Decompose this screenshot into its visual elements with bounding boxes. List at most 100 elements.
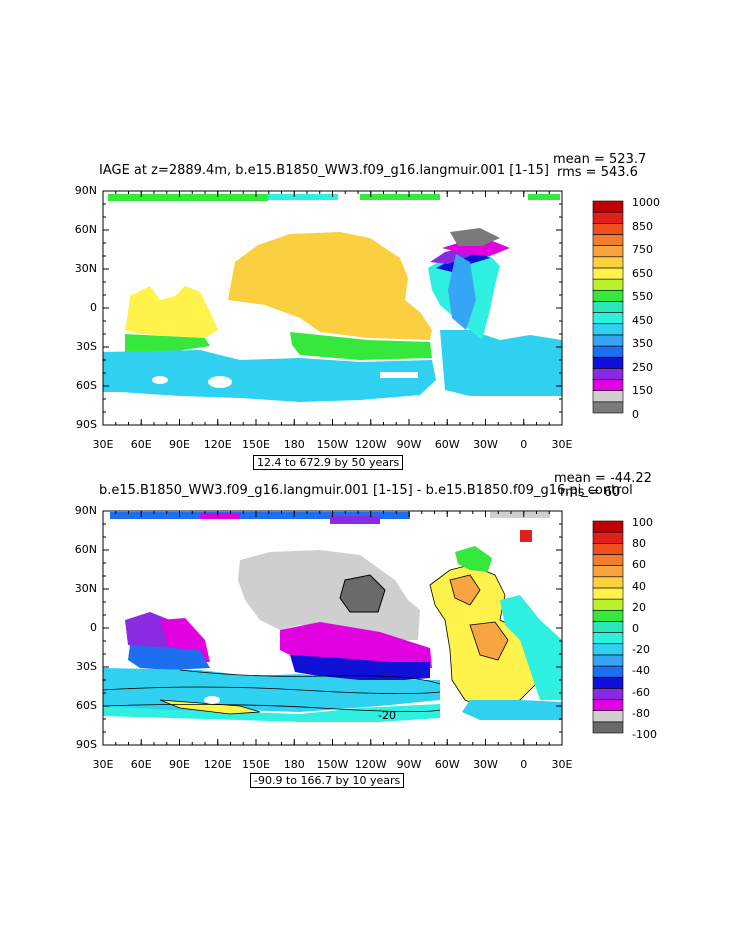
lon-label: 30W [473, 758, 498, 771]
lon-label: 30W [473, 438, 498, 451]
lat-label: 0 [90, 301, 97, 314]
colorbar-swatch [592, 278, 624, 291]
lon-label: 180 [283, 758, 305, 771]
colorbar-label: 650 [632, 266, 653, 280]
colorbar-swatch [592, 323, 624, 336]
lon-label: 120W [354, 758, 387, 771]
colorbar-swatch [592, 554, 624, 566]
lat-label: 60N [74, 223, 97, 236]
top-map-ticks [102, 190, 563, 426]
colorbar-swatch [592, 267, 624, 280]
colorbar-label: 60 [632, 558, 646, 572]
colorbar-label: 1000 [632, 196, 660, 209]
colorbar-label: 80 [632, 537, 646, 551]
colorbar-swatch [592, 621, 624, 633]
colorbar-label: 0 [632, 408, 639, 421]
lon-label: 60W [434, 438, 460, 451]
lat-label: 30S [76, 340, 97, 353]
lon-label: 120E [203, 438, 232, 451]
colorbar-swatch [592, 598, 624, 611]
colorbar-swatch [592, 289, 624, 302]
colorbar-label: -60 [632, 685, 650, 699]
colorbar-swatch [592, 609, 624, 622]
top-map [103, 194, 562, 402]
lat-label: 30N [74, 582, 97, 595]
colorbar-swatch [592, 654, 624, 667]
bottom-contour-range: -90.9 to 166.7 by 10 years [250, 773, 405, 788]
colorbar-swatch [592, 632, 624, 645]
colorbar-swatch [592, 543, 624, 555]
lat-label: 0 [90, 621, 97, 634]
colorbar-swatch [592, 256, 624, 269]
colorbar-swatch [592, 334, 624, 347]
bottom-colorbar [592, 520, 624, 734]
lon-label: 150E [242, 438, 270, 451]
lon-label: 90E [169, 758, 190, 771]
colorbar-swatch [592, 379, 624, 391]
lat-label: 90N [74, 184, 97, 197]
colorbar-swatch [592, 587, 624, 600]
colorbar-label: 40 [632, 579, 646, 593]
colorbar-swatch [592, 312, 624, 325]
bottom-map [102, 512, 562, 722]
lat-label: 90S [76, 418, 97, 431]
lat-label: 60S [76, 379, 97, 392]
colorbar-label: 0 [632, 622, 639, 635]
colorbar-label: 250 [632, 360, 653, 374]
lon-label: 0 [520, 438, 528, 451]
bottom-map-title: b.e15.B1850_WW3.f09_g16.langmuir.001 [1-… [99, 483, 633, 498]
lon-label: 60E [130, 758, 152, 771]
lon-label: 30E [551, 758, 573, 771]
colorbar-swatch [592, 576, 624, 589]
lat-label: 30N [74, 262, 97, 275]
colorbar-label: -20 [632, 643, 650, 657]
lon-label: 120E [203, 758, 232, 771]
colorbar-swatch [592, 234, 624, 246]
colorbar-label: 850 [632, 219, 653, 233]
colorbar-swatch [592, 520, 624, 533]
lon-label: 90W [396, 758, 422, 771]
colorbar-swatch [592, 676, 624, 689]
lon-label: 30E [92, 758, 114, 771]
lon-label: 150W [316, 758, 349, 771]
colorbar-swatch [592, 665, 624, 678]
lat-label: 90N [74, 504, 97, 517]
colorbar-label: 350 [632, 337, 653, 351]
colorbar-swatch [592, 401, 624, 414]
top-rms-value: rms = 543.6 [557, 165, 638, 180]
colorbar-label: 750 [632, 243, 653, 257]
bottom-rms-value: rms = 60 [560, 485, 621, 500]
contour-label: -20 [378, 709, 396, 722]
lon-label: 150E [242, 758, 270, 771]
lat-label: 60S [76, 699, 97, 712]
top-colorbar [592, 200, 624, 414]
colorbar-swatch [592, 345, 624, 358]
bottom-map-ticks [102, 510, 563, 746]
top-contour-range: 12.4 to 672.9 by 50 years [253, 455, 404, 470]
lat-label: 60N [74, 543, 97, 556]
colorbar-swatch [592, 245, 624, 258]
top-map-title: IAGE at z=2889.4m, b.e15.B1850_WW3.f09_g… [99, 163, 549, 178]
lat-label: 30S [76, 660, 97, 673]
top-mean-value: mean = 523.7 [553, 152, 647, 167]
lon-label: 30E [551, 438, 573, 451]
lon-label: 150W [316, 438, 349, 451]
lon-label: 0 [520, 758, 528, 771]
colorbar-swatch [592, 200, 624, 213]
lon-label: 180 [283, 438, 305, 451]
lat-label: 90S [76, 738, 97, 751]
colorbar-swatch [592, 721, 624, 734]
lon-label: 60E [130, 438, 152, 451]
colorbar-swatch [592, 643, 624, 656]
lon-label: 60W [434, 758, 460, 771]
colorbar-label: 20 [632, 600, 646, 614]
colorbar-label: -80 [632, 706, 650, 720]
colorbar-label: 450 [632, 313, 653, 327]
colorbar-label: -40 [632, 664, 650, 678]
colorbar-swatch [592, 531, 624, 544]
lon-label: 90W [396, 438, 422, 451]
colorbar-swatch [592, 301, 624, 313]
lon-label: 30E [92, 438, 114, 451]
colorbar-swatch [592, 211, 624, 224]
